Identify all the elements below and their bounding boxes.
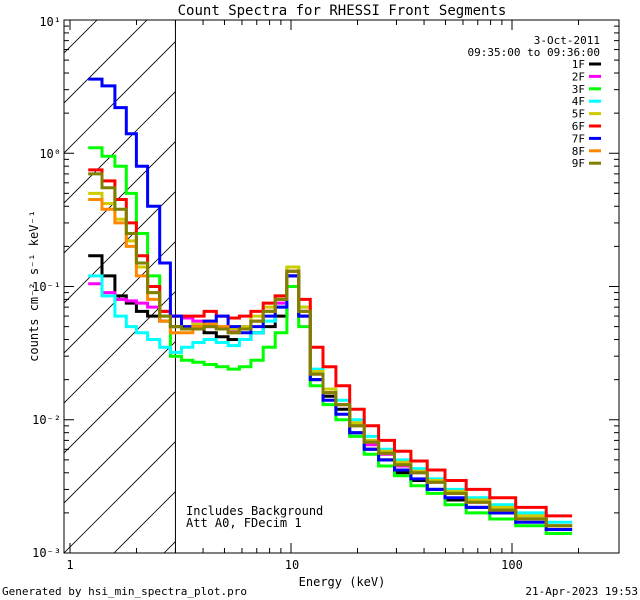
hatch-line bbox=[64, 240, 176, 354]
axis-ticks bbox=[64, 19, 619, 554]
x-tick-label-100: 100 bbox=[501, 558, 523, 572]
attenuator-note: Att A0, FDecim 1 bbox=[186, 516, 302, 530]
series-line-7F bbox=[88, 77, 573, 531]
x-tick-label-1: 1 bbox=[66, 558, 73, 572]
legend-label-7F: 7F bbox=[572, 132, 585, 145]
y-tick-label-1e-2: 10⁻² bbox=[32, 413, 61, 427]
hatch-line bbox=[464, 0, 640, 553]
chart-title: Count Spectra for RHESSI Front Segments bbox=[178, 3, 507, 19]
x-tick-label-10: 10 bbox=[285, 558, 299, 572]
legend-label-2F: 2F bbox=[572, 70, 585, 83]
series-lines bbox=[88, 77, 573, 535]
y-tick-label-1e-1: 10⁻¹ bbox=[32, 280, 61, 294]
series-line-3F bbox=[88, 146, 573, 535]
hatch-line bbox=[64, 20, 148, 104]
y-tick-label-1e0: 10⁰ bbox=[39, 147, 61, 161]
hatch-line bbox=[64, 440, 176, 553]
legend-label-9F: 9F bbox=[572, 157, 585, 170]
legend-label-4F: 4F bbox=[572, 95, 585, 108]
background-note: Includes Background bbox=[186, 504, 323, 518]
time-range-annotation: 09:35:00 to 09:36:00 bbox=[468, 46, 600, 59]
hatch-line bbox=[113, 490, 176, 553]
date-annotation: 3-Oct-2011 bbox=[534, 34, 600, 47]
hatch-line bbox=[64, 140, 176, 254]
hatch-line bbox=[314, 0, 640, 553]
legend-label-8F: 8F bbox=[572, 145, 585, 158]
hatch-line bbox=[64, 390, 176, 504]
y-axis-label: counts cm⁻² s⁻¹ keV⁻¹ bbox=[27, 210, 41, 362]
hatch-line bbox=[64, 190, 176, 304]
excluded-region-hatch bbox=[64, 0, 640, 553]
series-line-9F bbox=[88, 172, 573, 528]
hatch-line bbox=[64, 40, 176, 154]
x-axis-label: Energy (keV) bbox=[299, 575, 386, 589]
footer-generated-by: Generated by hsi_min_spectra_plot.pro bbox=[2, 585, 247, 598]
legend-label-1F: 1F bbox=[572, 58, 585, 71]
hatch-line bbox=[614, 0, 640, 553]
footer-timestamp: 21-Apr-2023 19:53 bbox=[525, 585, 638, 598]
y-tick-label-1e1: 10¹ bbox=[39, 15, 61, 29]
hatch-line bbox=[414, 0, 640, 553]
legend-label-5F: 5F bbox=[572, 108, 585, 121]
legend-label-3F: 3F bbox=[572, 83, 585, 96]
legend-label-6F: 6F bbox=[572, 120, 585, 133]
y-tick-label-1e-3: 10⁻³ bbox=[32, 546, 61, 560]
hatch-lines bbox=[64, 0, 640, 553]
